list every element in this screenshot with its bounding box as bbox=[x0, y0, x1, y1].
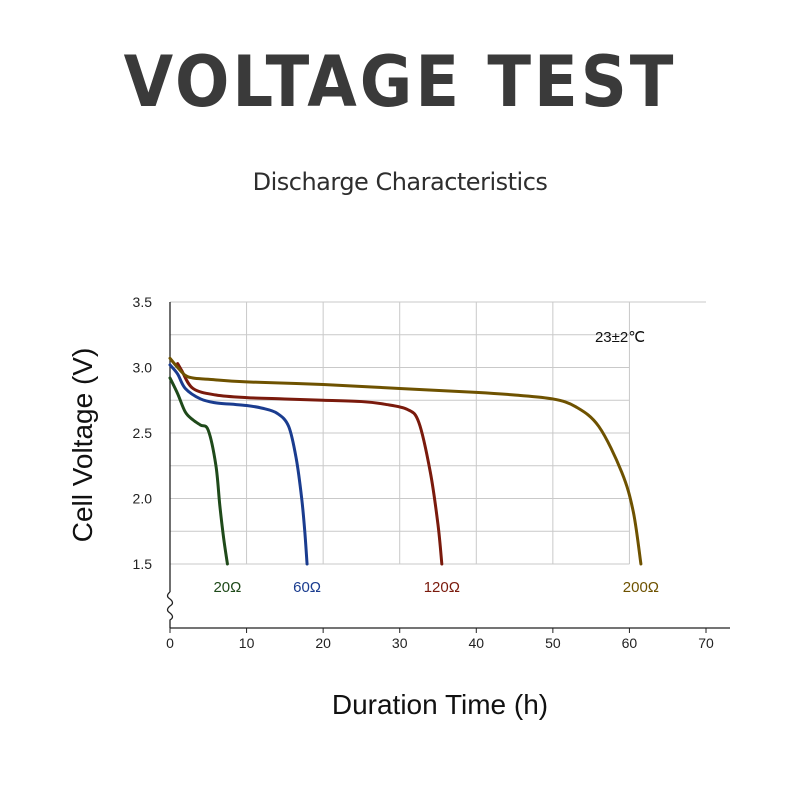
x-tick-label: 30 bbox=[392, 635, 408, 651]
x-tick-label: 70 bbox=[698, 635, 714, 651]
series-line-60ohm bbox=[168, 363, 309, 566]
x-tick-label: 10 bbox=[239, 635, 255, 651]
series-label-60ohm: 60Ω bbox=[293, 579, 321, 596]
x-tick-label: 0 bbox=[166, 635, 174, 651]
x-tick-label: 20 bbox=[315, 635, 331, 651]
y-tick-label: 3.5 bbox=[133, 294, 153, 310]
series-line-200ohm bbox=[168, 356, 643, 566]
temperature-annotation: 23±2℃ bbox=[595, 329, 645, 346]
y-tick-label: 3.0 bbox=[133, 360, 153, 376]
grid bbox=[169, 301, 706, 565]
axes bbox=[166, 302, 730, 633]
y-tick-label: 1.5 bbox=[133, 556, 153, 572]
chart-title: VOLTAGE TEST bbox=[123, 42, 677, 124]
series-line-20ohm bbox=[168, 376, 229, 566]
chart-labels: 1.5 2.0 2.5 3.0 3.5 0 10 20 30 40 50 60 70 Duration T… bbox=[67, 294, 714, 720]
series-lines bbox=[168, 356, 643, 566]
y-tick-label: 2.5 bbox=[133, 425, 153, 441]
x-tick-label: 60 bbox=[622, 635, 638, 651]
y-axis-title: Cell Voltage (V) bbox=[67, 348, 98, 543]
x-axis-title: Duration Time (h) bbox=[332, 689, 548, 720]
series-label-200ohm: 200Ω bbox=[623, 579, 659, 596]
x-tick-label: 50 bbox=[545, 635, 561, 651]
series-line-120ohm bbox=[176, 362, 444, 566]
y-tick-label: 2.0 bbox=[133, 491, 153, 507]
series-label-20ohm: 20Ω bbox=[213, 579, 241, 596]
x-tick-label: 40 bbox=[468, 635, 484, 651]
series-label-120ohm: 120Ω bbox=[424, 579, 460, 596]
y-axis-break bbox=[166, 591, 174, 628]
chart-subtitle: Discharge Characteristics bbox=[252, 168, 548, 196]
